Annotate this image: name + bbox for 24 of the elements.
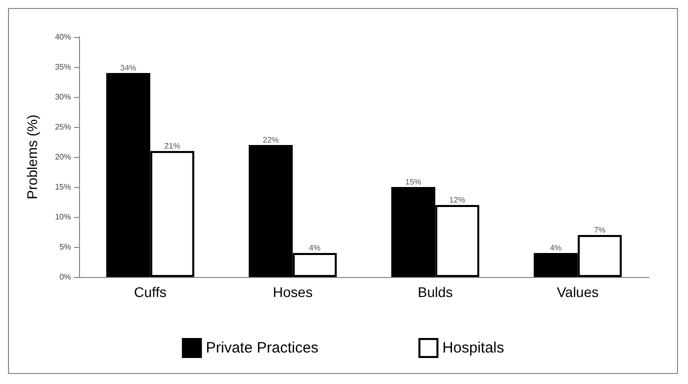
y-tick-label: 30% bbox=[54, 92, 71, 102]
data-label: 21% bbox=[164, 142, 180, 150]
y-tick-label: 5% bbox=[59, 242, 71, 252]
y-tick-label: 40% bbox=[54, 32, 71, 42]
x-tick-label: Values bbox=[556, 284, 599, 300]
legend-label: Private Practices bbox=[206, 340, 318, 356]
x-tick-label: Hoses bbox=[272, 284, 313, 300]
y-tick-label: 20% bbox=[54, 152, 71, 162]
y-tick-label: 15% bbox=[54, 182, 71, 192]
y-axis-title: Problems (%) bbox=[24, 114, 40, 200]
data-label: 7% bbox=[594, 226, 606, 234]
data-label: 34% bbox=[120, 64, 136, 72]
data-label: 15% bbox=[405, 178, 422, 186]
data-label: 4% bbox=[550, 244, 562, 252]
data-label: 12% bbox=[449, 196, 466, 204]
data-label: 4% bbox=[308, 244, 321, 252]
legend-label: Hospitals bbox=[442, 340, 504, 356]
y-tick-label: 25% bbox=[54, 122, 71, 132]
y-tick-label: 35% bbox=[54, 62, 71, 72]
x-tick-label: Bulds bbox=[418, 284, 453, 300]
x-tick-label: Cuffs bbox=[134, 284, 166, 300]
y-tick-label: 10% bbox=[54, 212, 71, 222]
data-label: 22% bbox=[262, 136, 279, 144]
y-tick-label: 0% bbox=[59, 272, 71, 282]
